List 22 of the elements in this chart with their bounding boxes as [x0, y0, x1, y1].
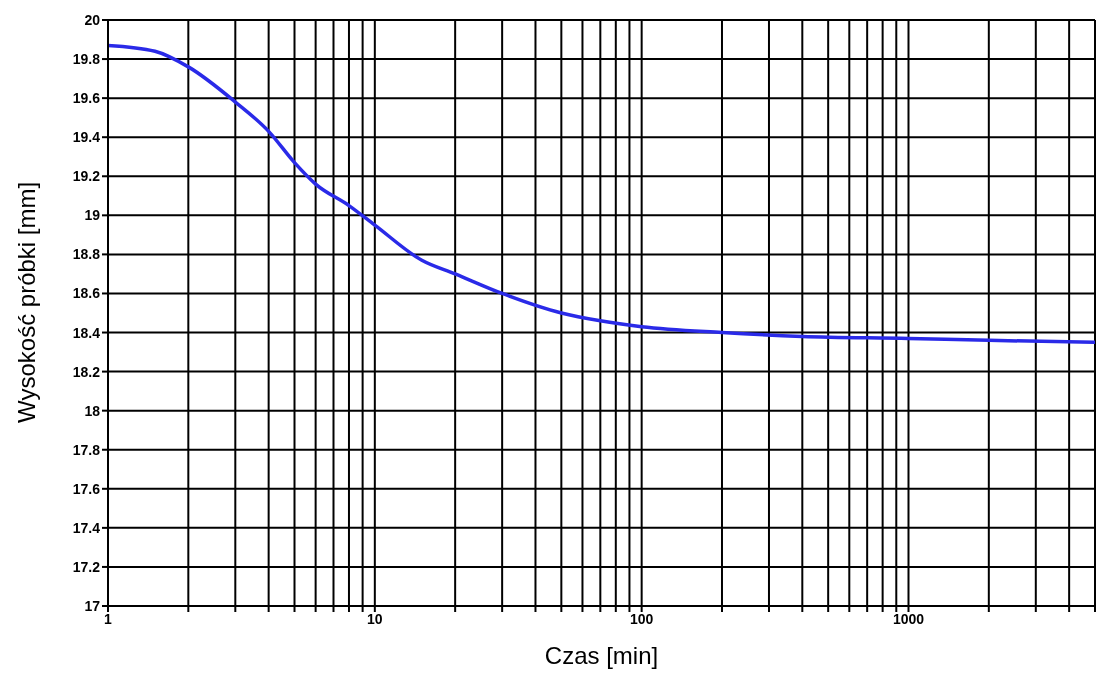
x-tick-label: 10: [367, 610, 383, 627]
y-tick-label: 17: [84, 597, 101, 614]
y-tick-label: 18.8: [72, 246, 101, 263]
y-tick-label: 18: [84, 402, 101, 419]
x-tick-label: 1000: [892, 610, 925, 627]
x-axis-title: Czas [min]: [544, 642, 659, 669]
y-tick-label: 17.8: [72, 441, 101, 458]
y-tick-label: 17.2: [72, 558, 101, 575]
x-tick-label: 100: [629, 610, 654, 627]
y-axis-title: Wysokość próbki [mm]: [12, 181, 40, 423]
y-tick-label: 18.6: [72, 285, 101, 302]
y-tick-label: 19.4: [72, 129, 101, 146]
y-tick-label: 18.2: [72, 363, 101, 380]
x-tick-label: 1: [104, 610, 113, 627]
y-tick-label: 17.4: [72, 519, 101, 536]
y-tick-label: 19.2: [72, 168, 101, 185]
y-tick-label: 19: [84, 207, 101, 224]
y-tick-label: 17.6: [72, 480, 101, 497]
y-tick-label: 19.6: [72, 90, 101, 107]
y-tick-label: 19.8: [72, 51, 101, 68]
y-tick-label: 18.4: [72, 324, 101, 341]
y-tick-label: 20: [84, 11, 101, 28]
